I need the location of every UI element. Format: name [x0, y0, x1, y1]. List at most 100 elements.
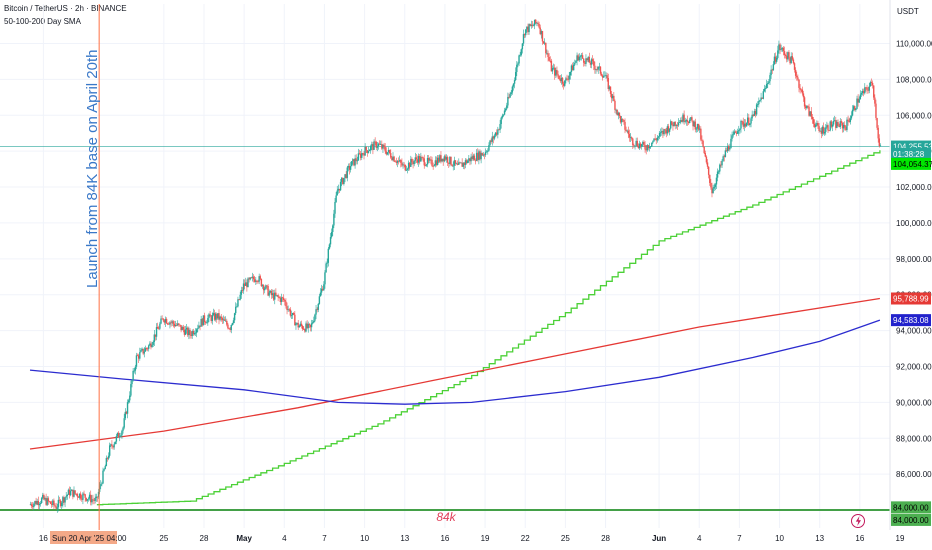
candle-body [43, 494, 45, 500]
candle-body [403, 164, 405, 166]
candle-body [588, 56, 591, 63]
currency-label[interactable]: USDT [897, 7, 919, 16]
candle-body [117, 432, 120, 438]
candle-body [213, 312, 216, 320]
indicator-label[interactable]: 50-100-200 Day SMA [4, 17, 81, 26]
candle-body [643, 141, 645, 145]
candle-body [172, 321, 174, 324]
candle-body [462, 162, 464, 167]
candle-body [264, 288, 266, 291]
candle-body [275, 292, 277, 296]
candle-body [318, 296, 321, 304]
launch-annotation[interactable]: Launch from 84K base on April 20th [84, 50, 101, 289]
candle-body [498, 129, 500, 131]
candle-body [685, 120, 688, 122]
candle-body [744, 123, 747, 127]
candle-body [344, 174, 346, 178]
candle-body [759, 99, 761, 101]
candle-body [460, 162, 462, 164]
candle-body [555, 70, 557, 76]
candle-body [740, 120, 742, 129]
candle-body [207, 318, 209, 323]
candle-body [584, 62, 586, 64]
candle-body [451, 164, 453, 166]
symbol-title[interactable]: Bitcoin / TetherUS · 2h · BINANCE [4, 4, 127, 13]
candle-body [719, 164, 721, 172]
candle-body [441, 158, 443, 162]
candle-body [261, 285, 264, 287]
candle-body [88, 494, 91, 499]
candle-body [404, 164, 406, 171]
candle-body [47, 498, 50, 502]
candle-body [609, 86, 612, 94]
candle-body [649, 146, 652, 148]
candle-body [340, 178, 343, 182]
candle-body [707, 166, 710, 175]
candle-body [433, 165, 435, 167]
candle-body [269, 290, 272, 293]
candle-body [82, 493, 84, 500]
candle-body [198, 325, 200, 329]
candle-body [735, 132, 738, 134]
candle-body [724, 150, 727, 158]
candle-body [780, 49, 782, 51]
candle-body [248, 278, 250, 280]
candle-body [616, 109, 618, 115]
candle-body [396, 160, 399, 163]
candle-body [377, 143, 380, 147]
candle-body [475, 152, 478, 161]
candle-body [696, 123, 699, 129]
candle-body [100, 484, 102, 486]
candle-body [87, 498, 90, 500]
candle-body [367, 151, 370, 153]
candle-body [286, 306, 288, 310]
candle-body [219, 316, 221, 320]
candle-body [741, 120, 743, 122]
time-axis-ticks[interactable]: 16 25 28 May 4 7 10 13 16 19 22 25 28 Jun 4 7 10 13 16 19 [39, 534, 905, 543]
candle-body [522, 34, 525, 44]
candle-body [828, 130, 830, 132]
price-badge [891, 157, 931, 170]
candle-body [789, 57, 791, 64]
candle-body [672, 124, 674, 127]
candle-body [637, 146, 640, 149]
y-tick-label: 94,000.00 [896, 327, 932, 336]
candle-body [259, 276, 261, 279]
candle-body [564, 80, 566, 86]
candle-body [729, 148, 731, 150]
sma-line-200-day-sma [29, 319, 881, 405]
candle-body [817, 122, 819, 127]
candle-body [604, 75, 606, 77]
candle-body [837, 122, 839, 126]
candle-body [33, 503, 35, 508]
candle-body [49, 501, 52, 504]
bolt-icon[interactable] [851, 514, 865, 528]
base-label-84k[interactable]: 84k [436, 510, 456, 524]
candle-body [850, 115, 853, 119]
candle-body [651, 142, 653, 147]
candle-body [322, 288, 324, 291]
candle-body [217, 313, 219, 319]
candle-body [550, 60, 553, 72]
candle-body [392, 156, 394, 161]
price-badge [891, 292, 931, 305]
candle-body [520, 49, 522, 55]
candle-body [471, 156, 473, 160]
candle-body [506, 105, 508, 109]
candle-body [543, 42, 546, 44]
candle-body [365, 146, 367, 151]
candle-body [384, 146, 386, 152]
candle-body [743, 123, 746, 127]
candle-body [266, 285, 268, 287]
candle-body [458, 162, 460, 165]
candle-body [235, 306, 237, 314]
candle-body [772, 64, 775, 71]
candle-body [95, 496, 98, 499]
candle-body [699, 128, 701, 130]
candle-body [140, 350, 142, 353]
candle-body [65, 496, 67, 498]
candle-body [473, 155, 476, 161]
candle-body [867, 89, 869, 91]
candle-body [107, 455, 110, 459]
